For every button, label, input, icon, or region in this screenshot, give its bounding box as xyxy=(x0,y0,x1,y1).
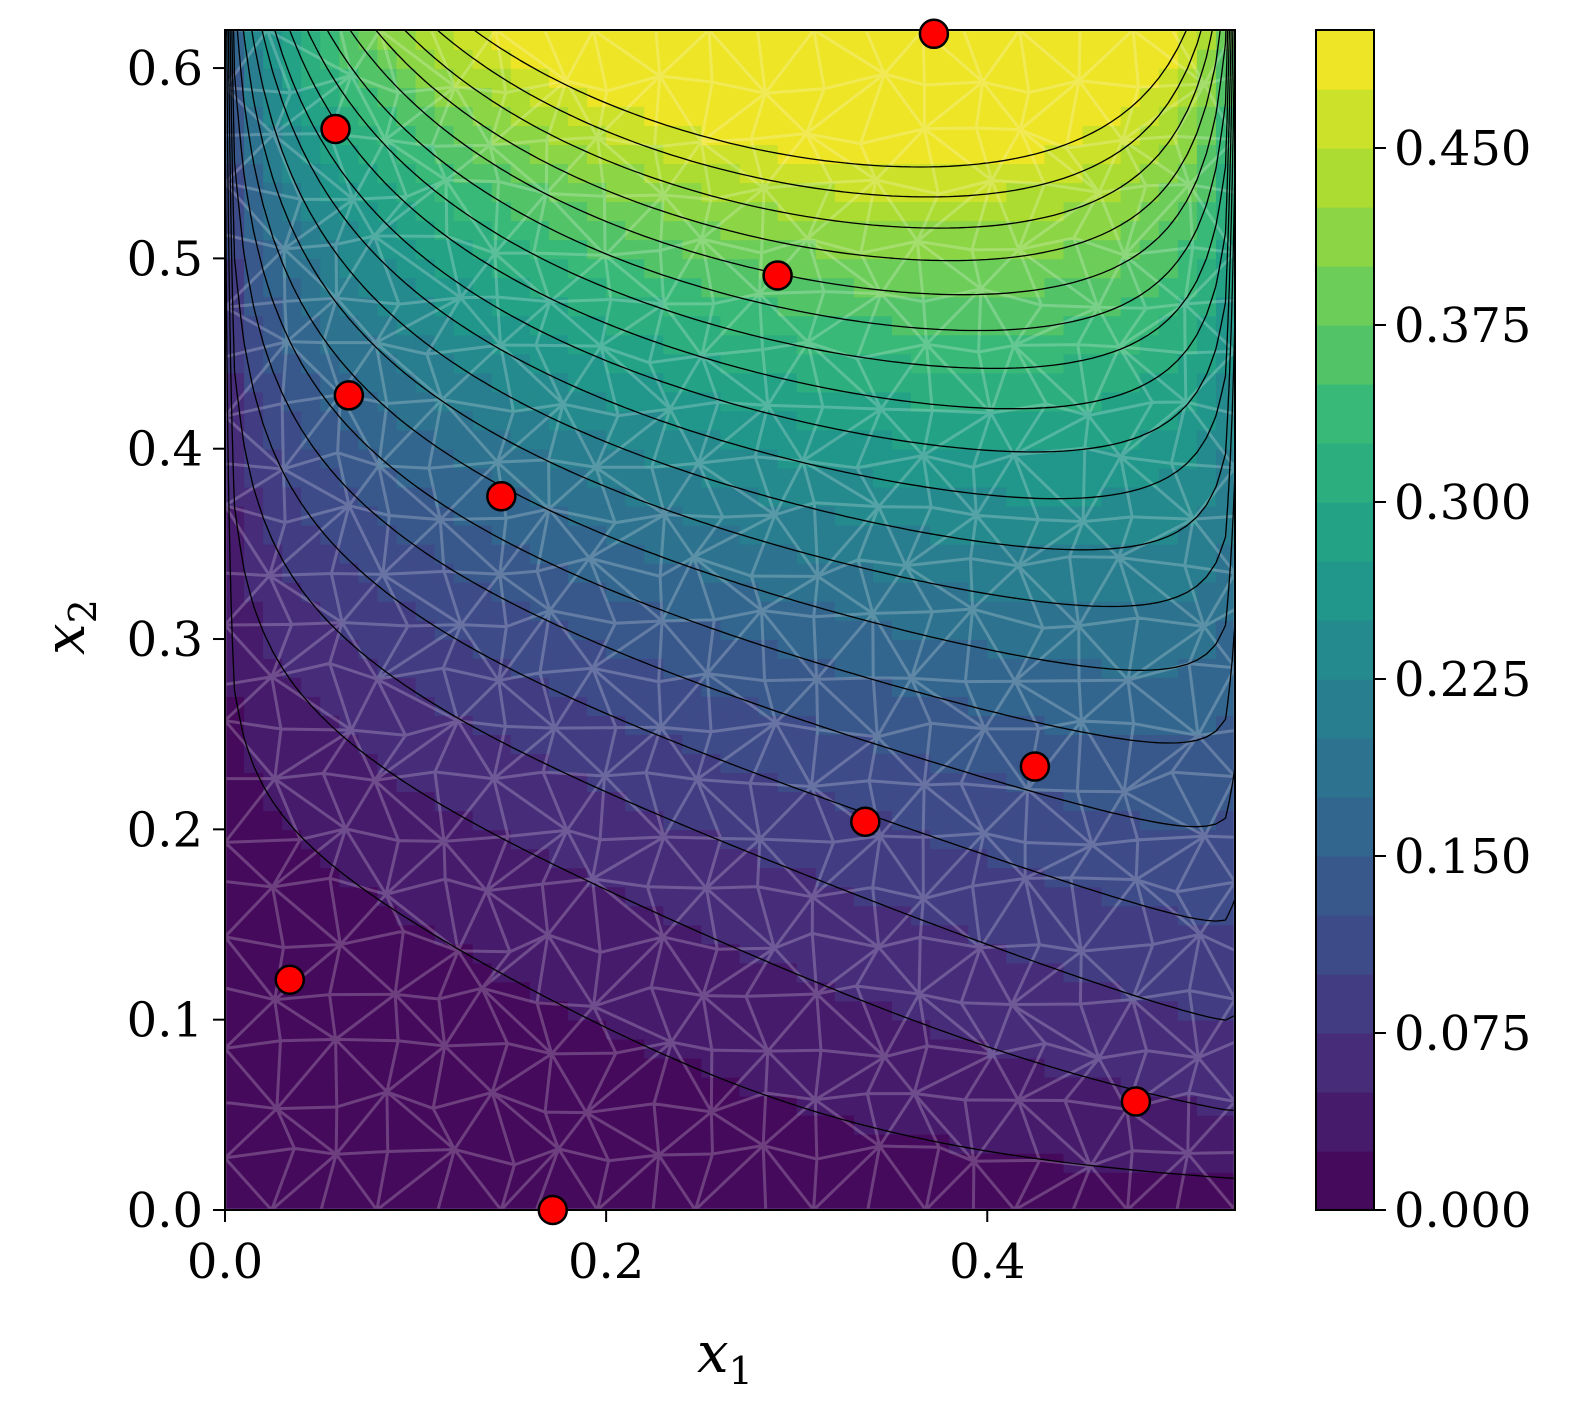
colorbar-band xyxy=(1316,738,1374,798)
contour-line xyxy=(436,30,1202,198)
contour-line xyxy=(473,30,1188,168)
colorbar-band xyxy=(1316,679,1374,739)
colorbar-band xyxy=(1316,266,1374,326)
sample-point xyxy=(850,806,881,837)
colorbar-band xyxy=(1316,620,1374,680)
x-tick-label: 0.2 xyxy=(568,1234,644,1290)
colorbar-tick-label: 0.075 xyxy=(1394,1006,1531,1062)
colorbar-band xyxy=(1316,561,1374,621)
sample-point xyxy=(320,113,351,145)
x-axis-label: x1 xyxy=(697,1321,753,1393)
contour-line xyxy=(306,30,1231,370)
x-tick-label: 0.4 xyxy=(949,1234,1025,1290)
contour-lines xyxy=(225,30,1235,1180)
colorbar-band xyxy=(1316,1151,1374,1211)
contour-line xyxy=(226,30,1235,1112)
y-tick-label: 0.2 xyxy=(127,802,203,858)
colorbar-tick-label: 0.450 xyxy=(1394,121,1531,177)
colorbar-frame xyxy=(1315,29,1375,1211)
colorbar-band xyxy=(1316,148,1374,208)
contour-line xyxy=(375,30,1221,262)
colorbar-tick-label: 0.150 xyxy=(1394,829,1531,885)
colorbar-band xyxy=(1316,89,1374,149)
sample-point xyxy=(537,1194,569,1226)
plot-area xyxy=(225,30,1235,1210)
contour-line xyxy=(404,30,1213,229)
y-tick-label: 0.0 xyxy=(127,1183,203,1239)
y-tick-label: 0.1 xyxy=(127,993,203,1049)
contour-line xyxy=(242,30,1235,608)
colorbar-tick-label: 0.000 xyxy=(1394,1183,1531,1239)
y-tick-label: 0.6 xyxy=(127,41,203,97)
sample-point xyxy=(274,964,306,995)
contour-line xyxy=(274,30,1234,453)
colorbar-band xyxy=(1316,915,1374,975)
colorbar-band xyxy=(1316,207,1374,267)
contour-line xyxy=(236,30,1235,671)
x-tick-label: 0.0 xyxy=(187,1234,263,1290)
contour-line xyxy=(289,30,1232,410)
colorbar-band xyxy=(1316,502,1374,562)
contour-line xyxy=(326,30,1229,332)
y-axis: 0.0 0.1 0.2 0.3 0.4 0.5 0.6 xyxy=(127,41,225,1239)
colorbar-tick-label: 0.375 xyxy=(1394,298,1531,354)
sample-point xyxy=(486,481,517,512)
sample-point xyxy=(333,380,365,411)
sample-point xyxy=(1120,1086,1152,1117)
triangular-mesh xyxy=(225,30,1235,1210)
y-axis-label: x2 xyxy=(33,599,105,655)
plot-frame xyxy=(224,29,1236,1211)
colorbar-tick-label: 0.300 xyxy=(1394,475,1531,531)
colorbar-band xyxy=(1316,856,1374,916)
colorbar: 0.000 0.075 0.150 0.225 0.300 0.375 0.450 xyxy=(1315,29,1531,1239)
colorbar-band xyxy=(1316,384,1374,444)
contour-line xyxy=(227,30,1235,1021)
contour-line xyxy=(251,30,1235,551)
colorbar-band xyxy=(1316,1033,1374,1093)
colorbar-band xyxy=(1316,1092,1374,1152)
sample-points xyxy=(274,18,1152,1226)
y-tick-label: 0.5 xyxy=(127,231,203,287)
colorbar-band xyxy=(1316,325,1374,385)
contour-fill xyxy=(225,30,1235,1210)
contour-line xyxy=(349,30,1227,296)
contour-line xyxy=(225,30,1235,1180)
sample-point xyxy=(762,260,793,291)
contour-line xyxy=(229,30,1235,922)
y-tick-label: 0.4 xyxy=(127,422,203,478)
colorbar-band xyxy=(1316,30,1374,90)
y-tick-label: 0.3 xyxy=(127,612,203,668)
colorbar-tick-label: 0.225 xyxy=(1394,652,1531,708)
sample-point xyxy=(1019,751,1051,782)
colorbar-band xyxy=(1316,797,1374,857)
sample-point xyxy=(918,18,950,50)
contour-line xyxy=(261,30,1235,500)
colorbar-band xyxy=(1316,974,1374,1034)
colorbar-band xyxy=(1316,443,1374,503)
x-axis: 0.0 0.2 0.4 xyxy=(187,1210,1025,1290)
contour-line xyxy=(232,30,1235,744)
